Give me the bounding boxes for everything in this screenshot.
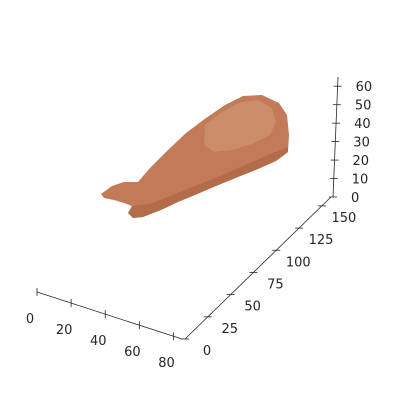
z-tick-label: 0 — [351, 191, 359, 206]
x-tick-label: 80 — [158, 356, 175, 371]
object-highlight — [204, 100, 276, 152]
y-tick-label: 25 — [222, 322, 239, 337]
y-tick-label: 100 — [286, 255, 311, 270]
z-tick-label: 20 — [353, 154, 370, 169]
z-tick-label: 30 — [353, 136, 370, 151]
y-axis-line — [184, 196, 332, 340]
z-tick-label: 10 — [352, 173, 369, 188]
x-tick-label: 0 — [26, 312, 34, 327]
y-tick-label: 0 — [203, 344, 211, 359]
z-tick-label: 40 — [354, 117, 371, 132]
point-cloud-object — [101, 95, 289, 218]
x-axis-line — [36, 291, 183, 340]
z-tick-label: 60 — [356, 80, 373, 95]
y-tick-label: 150 — [331, 211, 356, 226]
z-tick-label: 50 — [355, 99, 372, 114]
x-tick-label: 60 — [124, 345, 141, 360]
object-shadow-region — [128, 147, 288, 218]
z-axis-line — [332, 76, 339, 198]
y-tick-label: 75 — [267, 277, 284, 292]
x-tick-label: 20 — [56, 323, 73, 338]
y-tick-label: 50 — [244, 300, 261, 315]
y-tick-label: 125 — [309, 233, 334, 248]
x-tick-label: 40 — [90, 334, 107, 349]
